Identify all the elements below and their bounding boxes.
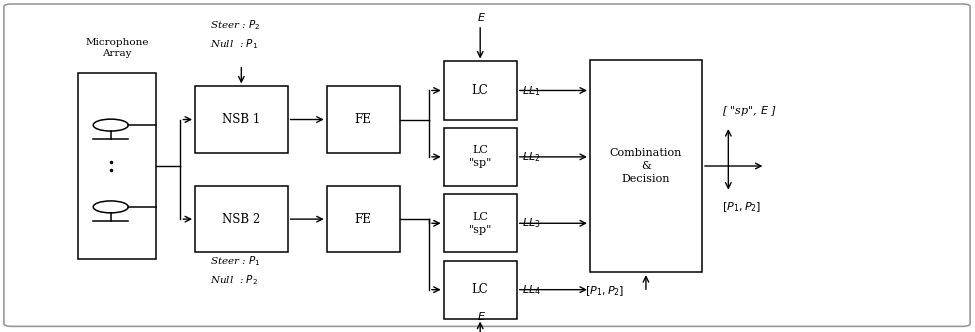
Text: FE: FE xyxy=(355,212,371,226)
Text: $LL_1$: $LL_1$ xyxy=(522,84,540,98)
Text: $[P_1, P_2]$: $[P_1, P_2]$ xyxy=(585,284,624,298)
Text: LC: LC xyxy=(472,84,488,97)
Text: Microphone
Array: Microphone Array xyxy=(85,39,149,58)
FancyBboxPatch shape xyxy=(4,4,970,326)
Text: LC: LC xyxy=(472,283,488,296)
Bar xyxy=(444,261,517,319)
Bar xyxy=(444,194,517,252)
Bar xyxy=(195,186,288,252)
Text: LC
"sp": LC "sp" xyxy=(469,145,491,168)
Text: $LL_3$: $LL_3$ xyxy=(522,216,540,230)
Text: $LL_4$: $LL_4$ xyxy=(522,283,540,297)
Text: NSB 2: NSB 2 xyxy=(222,212,260,226)
Text: $[P_1 , P_2]$: $[P_1 , P_2]$ xyxy=(722,201,760,214)
Circle shape xyxy=(94,201,129,213)
Text: FE: FE xyxy=(355,113,371,126)
Text: [ "sp", $E$ ]: [ "sp", $E$ ] xyxy=(722,104,776,118)
Bar xyxy=(195,86,288,153)
Text: $E$: $E$ xyxy=(477,310,487,322)
Bar xyxy=(590,60,702,272)
Text: Steer : $P_2$
Null  : $P_1$: Steer : $P_2$ Null : $P_1$ xyxy=(210,19,260,51)
Text: $E$: $E$ xyxy=(477,11,487,23)
Text: $LL_2$: $LL_2$ xyxy=(522,150,540,164)
Text: Combination
&
Decision: Combination & Decision xyxy=(609,148,682,184)
Circle shape xyxy=(94,119,129,131)
Text: Steer : $P_1$
Null  : $P_2$: Steer : $P_1$ Null : $P_2$ xyxy=(210,254,260,287)
Text: NSB 1: NSB 1 xyxy=(222,113,260,126)
Bar xyxy=(327,86,400,153)
Bar xyxy=(78,73,156,259)
Text: LC
"sp": LC "sp" xyxy=(469,212,491,235)
Bar xyxy=(327,186,400,252)
Bar xyxy=(444,61,517,120)
Bar xyxy=(444,128,517,186)
